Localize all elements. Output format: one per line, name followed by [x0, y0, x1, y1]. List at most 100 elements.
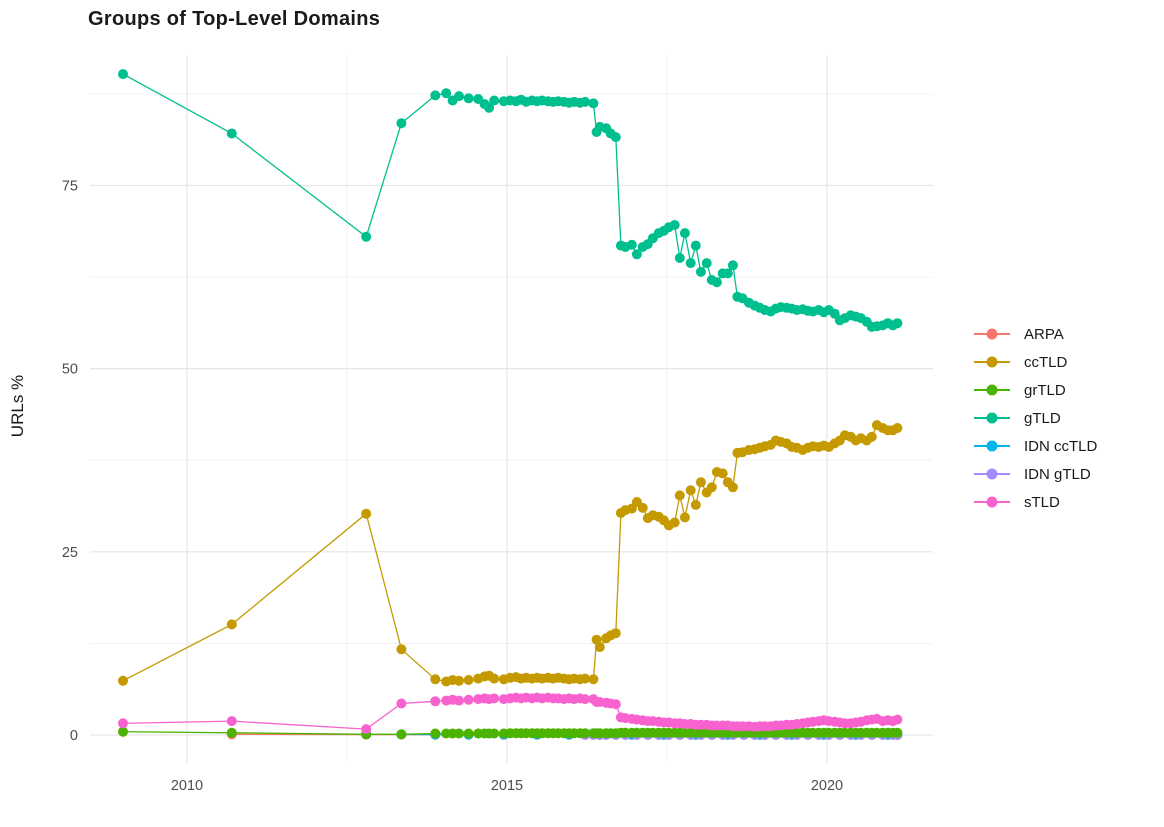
data-point [489, 728, 500, 739]
data-point [484, 102, 495, 113]
y-axis-title: URLs % [8, 374, 27, 438]
data-point [695, 266, 706, 277]
data-point [454, 675, 464, 686]
y-tick-label: 25 [62, 545, 78, 561]
data-point [226, 619, 237, 630]
data-point [626, 239, 637, 250]
legend-item-cctld: ccTLD [973, 348, 1097, 376]
data-point [454, 695, 464, 706]
series-points-stld [118, 692, 903, 735]
data-point [361, 724, 372, 735]
legend-label: IDN ccTLD [1024, 437, 1098, 455]
data-point [441, 88, 452, 99]
data-point [361, 508, 372, 519]
legend-item-idn-gtld: IDN gTLD [973, 460, 1097, 488]
data-point [489, 673, 500, 684]
data-point [580, 673, 591, 684]
legend-item-gtld: gTLD [973, 404, 1097, 432]
data-point [396, 729, 407, 740]
legend-label: grTLD [1024, 381, 1066, 399]
data-point [588, 98, 599, 109]
y-tick-label: 75 [62, 178, 78, 194]
data-point [430, 728, 441, 739]
legend-item-stld: sTLD [973, 488, 1097, 516]
data-point [892, 318, 903, 329]
data-point [679, 512, 690, 523]
data-point [727, 482, 738, 493]
data-point [701, 258, 712, 269]
data-point [430, 90, 441, 101]
data-point [489, 95, 500, 106]
legend-label: IDN gTLD [1024, 465, 1091, 483]
data-point [631, 249, 642, 260]
data-point [118, 69, 128, 80]
data-point [695, 477, 706, 488]
data-point [580, 694, 591, 705]
data-point [489, 693, 500, 704]
data-point [580, 96, 591, 107]
legend-label: ccTLD [1024, 353, 1068, 371]
data-point [361, 231, 372, 242]
data-point [674, 490, 685, 501]
data-point [594, 642, 605, 653]
legend-label: sTLD [1024, 493, 1060, 511]
series-points-gtld [118, 69, 903, 332]
legend-label: gTLD [1024, 409, 1061, 427]
data-point [118, 726, 128, 737]
data-point [706, 482, 717, 493]
series-points-grtld [118, 726, 903, 740]
y-tick-label: 50 [62, 362, 78, 378]
legend-key-icon [974, 412, 1010, 424]
data-point [226, 727, 237, 738]
legend-key-icon [974, 384, 1010, 396]
data-point [454, 91, 464, 102]
data-point [690, 240, 701, 251]
legend-key-icon [974, 356, 1010, 368]
data-point [690, 499, 701, 510]
data-point [722, 268, 733, 279]
data-point [454, 728, 464, 739]
data-point [588, 674, 599, 685]
data-point [580, 728, 591, 739]
data-point [430, 696, 441, 707]
data-point [463, 675, 474, 685]
legend-key-icon [974, 328, 1010, 340]
data-point [610, 699, 621, 710]
x-tick-label: 2020 [811, 778, 843, 794]
data-point [711, 277, 722, 288]
data-point [892, 714, 903, 725]
legend: ARPA ccTLD grTLD gTLD IDN ccTLD IDN gTLD sTLD [973, 320, 1097, 516]
data-point [610, 132, 621, 143]
legend-key-icon [974, 496, 1010, 508]
data-point [396, 644, 407, 655]
data-point [463, 694, 474, 705]
data-point [463, 728, 474, 739]
data-point [637, 502, 648, 513]
data-point [396, 698, 407, 709]
data-point [226, 128, 237, 139]
legend-item-grtld: grTLD [973, 376, 1097, 404]
data-point [717, 468, 728, 479]
series-line-gtld [122, 73, 898, 328]
data-point [866, 431, 877, 442]
data-point [226, 716, 237, 727]
chart-title: Groups of Top-Level Domains [88, 8, 381, 30]
data-point [463, 93, 474, 104]
legend-item-idn-cctld: IDN ccTLD [973, 432, 1097, 460]
data-point [118, 718, 128, 729]
y-tick-label: 0 [70, 728, 78, 744]
data-point [669, 220, 680, 230]
data-point [727, 260, 738, 271]
data-point [118, 675, 128, 686]
data-point [669, 517, 680, 528]
x-tick-label: 2015 [491, 778, 523, 794]
legend-label: ARPA [1024, 325, 1064, 343]
data-point [685, 485, 696, 496]
data-point [610, 628, 621, 639]
legend-item-arpa: ARPA [973, 320, 1097, 348]
data-point [892, 727, 903, 738]
series-points-cctld [118, 420, 903, 687]
data-point [685, 258, 696, 269]
